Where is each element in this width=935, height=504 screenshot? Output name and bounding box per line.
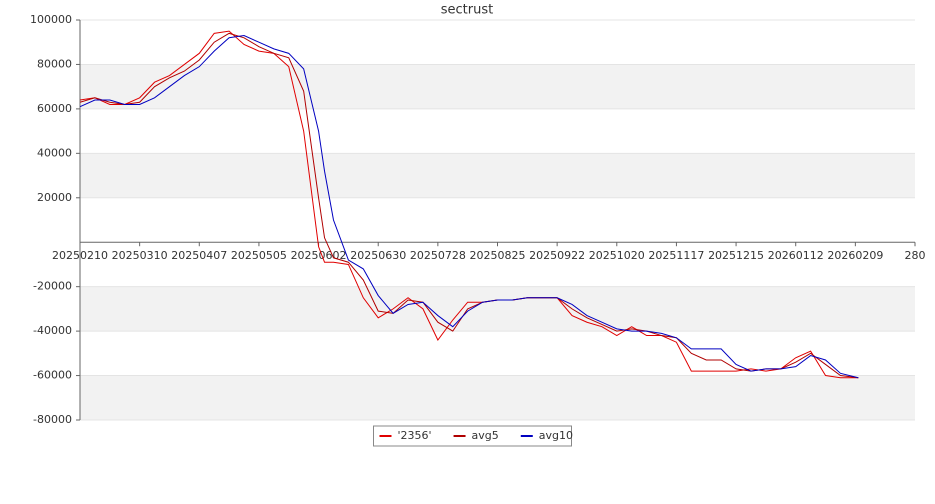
- x-tick-label: 20250630: [350, 249, 406, 262]
- x-tick-label: 20250602: [291, 249, 347, 262]
- x-tick-label: 20250210: [52, 249, 108, 262]
- legend-label: avg5: [472, 429, 499, 442]
- y-tick-label: 20000: [37, 191, 72, 204]
- y-tick-label: -20000: [33, 280, 72, 293]
- legend-label: '2356': [398, 429, 432, 442]
- x-tick-label: 20250505: [231, 249, 287, 262]
- series-line: [79, 32, 859, 379]
- legend-box: [373, 425, 572, 447]
- y-tick-label: 40000: [37, 146, 72, 159]
- chart-title: sectrust: [441, 3, 493, 18]
- x-tick-label: 20251020: [589, 249, 645, 262]
- x-tick-label: 20251117: [648, 249, 704, 262]
- x-tick-label: 20250407: [171, 249, 227, 262]
- grid-band: [80, 375, 915, 420]
- y-tick-label: 80000: [37, 57, 72, 70]
- y-tick-label: -60000: [33, 369, 72, 382]
- legend: '2356' avg5 avg10: [373, 425, 573, 447]
- x-tick-label: 20250728: [410, 249, 466, 262]
- legend-label: avg10: [539, 429, 573, 442]
- x-tick-label: 20250310: [112, 249, 168, 262]
- x-tick-label: 20250825: [470, 249, 526, 262]
- y-tick-label: -80000: [33, 413, 72, 426]
- x-tick-label: 20260209: [827, 249, 883, 262]
- series-line: [79, 30, 859, 379]
- x-tick-label: 20251215: [708, 249, 764, 262]
- y-tick-label: 60000: [37, 102, 72, 115]
- series-line: [79, 35, 859, 379]
- grid-band: [80, 286, 915, 332]
- x-tick-label: 280: [905, 249, 926, 262]
- grid-band: [80, 64, 915, 109]
- x-tick-label: 20260112: [768, 249, 824, 262]
- y-tick-label: -40000: [33, 324, 72, 337]
- y-tick-label: 100000: [30, 13, 72, 26]
- x-tick-label: 20250922: [529, 249, 585, 262]
- grid-band: [80, 153, 915, 198]
